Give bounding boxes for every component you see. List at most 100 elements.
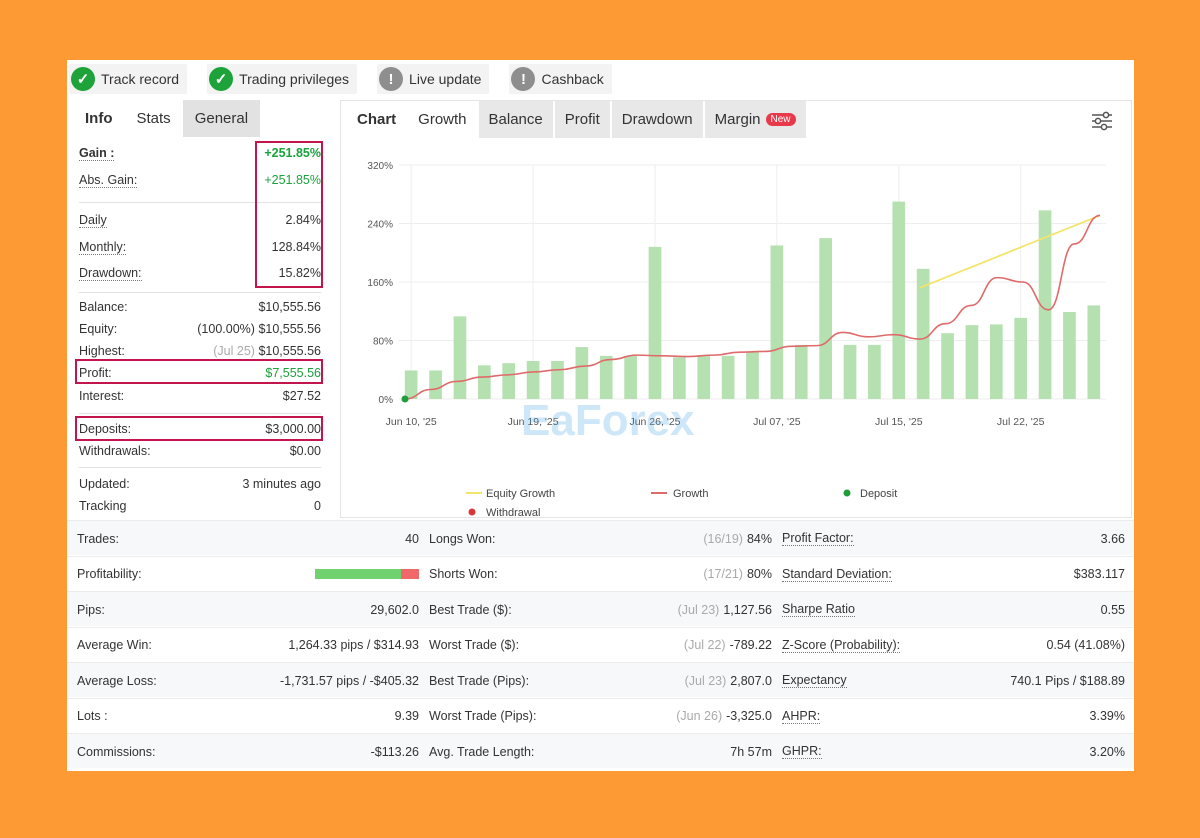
stat-value-group: 7h 57m xyxy=(587,734,772,769)
interest-label: Interest: xyxy=(79,389,125,403)
profit-label: Profit: xyxy=(79,366,112,380)
growth-bar xyxy=(868,344,881,399)
stat-label[interactable]: Standard Deviation: xyxy=(782,566,892,582)
updated-row: Updated: 3 minutes ago xyxy=(79,477,321,491)
tab-drawdown[interactable]: Drawdown xyxy=(611,101,703,138)
stat-label: Commissions: xyxy=(77,744,156,759)
stat-label-cell: Expectancy xyxy=(782,663,982,698)
gain-value: +251.85% xyxy=(264,146,321,160)
stats-row: Average Loss: -1,731.57 pips / -$405.32 Be… xyxy=(67,662,1134,697)
equity-row: Equity: (100.00%) $10,555.56 xyxy=(79,322,321,336)
status-cashback[interactable]: ! Cashback xyxy=(509,64,612,94)
stat-label[interactable]: Z-Score (Probability): xyxy=(782,637,901,653)
tab-chart[interactable]: Chart xyxy=(357,111,397,128)
status-label: Cashback xyxy=(541,71,604,87)
balance-value: $10,555.56 xyxy=(258,300,321,314)
status-track-record[interactable]: ✓ Track record xyxy=(69,64,188,94)
growth-line xyxy=(404,214,1101,400)
stat-label[interactable]: Sharpe Ratio xyxy=(782,602,855,617)
check-icon: ✓ xyxy=(209,67,234,91)
balance-row: Balance: $10,555.56 xyxy=(79,300,321,314)
highlight-box-deposits xyxy=(75,416,323,441)
y-tick-label: 80% xyxy=(373,337,393,348)
updated-value: 3 minutes ago xyxy=(242,477,321,491)
stat-value: 1,127.56 xyxy=(723,602,772,617)
growth-bar xyxy=(477,365,491,399)
stat-meta: (17/21) xyxy=(703,567,743,581)
abs-gain-value: +251.85% xyxy=(264,173,321,187)
growth-bar xyxy=(721,355,735,399)
stat-label-cell: Z-Score (Probability): xyxy=(782,628,982,663)
gain-label[interactable]: Gain : xyxy=(79,146,115,161)
tab-general[interactable]: General xyxy=(182,100,261,137)
growth-bar xyxy=(575,347,589,399)
divider xyxy=(79,292,321,293)
stat-label: Pips: xyxy=(77,602,105,617)
stat-value: 2,807.0 xyxy=(730,673,772,688)
divider xyxy=(79,413,321,414)
stats-row: Trades: 40 Longs Won: (16/19) 84% Profit Fact… xyxy=(67,520,1134,555)
stat-label: Best Trade (Pips): xyxy=(429,673,530,688)
deposit-marker xyxy=(401,395,409,403)
drawdown-value: 15.82% xyxy=(278,266,321,280)
status-trading-privileges[interactable]: ✓ Trading privileges xyxy=(207,64,358,94)
x-tick-label: Jun 10, '25 xyxy=(386,416,437,428)
stat-label[interactable]: Expectancy xyxy=(782,673,847,688)
stat-label: Worst Trade (Pips): xyxy=(429,709,537,723)
stat-value: 0.55 xyxy=(1100,602,1125,617)
stat-label[interactable]: Profit Factor: xyxy=(782,531,854,546)
highest-date: (Jul 25) xyxy=(213,344,255,358)
growth-bar xyxy=(1063,311,1076,399)
growth-bar xyxy=(1038,210,1052,399)
monthly-label[interactable]: Monthly: xyxy=(79,240,127,255)
stats-row: Lots : 9.39 Worst Trade (Pips): (Jun 26) -3,… xyxy=(67,697,1134,733)
tab-info[interactable]: Info xyxy=(85,110,113,127)
abs-gain-label[interactable]: Abs. Gain: xyxy=(79,173,138,188)
drawdown-label[interactable]: Drawdown: xyxy=(79,266,142,281)
profitability-bar-cell xyxy=(277,557,419,592)
stat-label: Average Win: xyxy=(77,638,152,652)
growth-bar xyxy=(648,246,662,399)
legend-equity-growth[interactable]: Equity Growth xyxy=(486,488,555,500)
stat-value-group: (Jul 23) 1,127.56 xyxy=(587,592,772,627)
growth-bar xyxy=(453,316,467,399)
settings-sliders-icon[interactable] xyxy=(1091,111,1113,131)
stat-value: 9.39 xyxy=(394,709,419,723)
chart-legend: Equity Growth Growth Deposit Withdrawal xyxy=(466,488,897,517)
stat-label-cell: GHPR: xyxy=(782,734,982,769)
highest-value: $10,555.56 xyxy=(258,344,321,358)
stat-value-group: (17/21) 80% xyxy=(587,557,772,592)
stat-value: 40 xyxy=(405,531,419,546)
stat-label: Average Loss: xyxy=(77,673,157,688)
tab-profit[interactable]: Profit xyxy=(554,101,610,138)
status-live-update[interactable]: ! Live update xyxy=(377,64,490,94)
tab-stats[interactable]: Stats xyxy=(136,110,171,127)
y-tick-label: 0% xyxy=(379,395,394,406)
highest-row: Highest: (Jul 25) $10,555.56 xyxy=(79,344,321,358)
deposits-label: Deposits: xyxy=(79,422,132,436)
growth-bar xyxy=(819,238,832,399)
legend-withdrawal[interactable]: Withdrawal xyxy=(486,507,540,517)
deposits-value: $3,000.00 xyxy=(265,422,321,436)
stat-label: Shorts Won: xyxy=(429,567,498,581)
stat-label[interactable]: GHPR: xyxy=(782,744,822,759)
legend-deposit[interactable]: Deposit xyxy=(860,488,897,500)
chart-panel: Chart Growth Balance Profit Drawdown Mar… xyxy=(340,100,1132,518)
tab-growth[interactable]: Growth xyxy=(418,111,467,128)
stat-value: 7h 57m xyxy=(730,744,772,759)
tab-margin-label: Margin xyxy=(714,111,761,128)
tab-balance[interactable]: Balance xyxy=(478,101,553,138)
stat-label: Worst Trade ($): xyxy=(429,638,520,652)
equity-label: Equity: xyxy=(79,322,118,336)
stat-label[interactable]: AHPR: xyxy=(782,708,821,724)
legend-growth[interactable]: Growth xyxy=(673,488,708,500)
stat-label: Profitability: xyxy=(77,567,142,581)
daily-label[interactable]: Daily xyxy=(79,213,107,228)
stat-value: 3.39% xyxy=(1089,709,1125,723)
tab-margin[interactable]: Margin New xyxy=(704,101,806,138)
growth-bar xyxy=(551,360,564,399)
stat-value: 1,264.33 pips / $314.93 xyxy=(288,638,419,652)
highlight-box-gains xyxy=(255,141,323,288)
stat-meta: (Jul 23) xyxy=(684,673,727,688)
withdrawals-value: $0.00 xyxy=(289,444,321,458)
